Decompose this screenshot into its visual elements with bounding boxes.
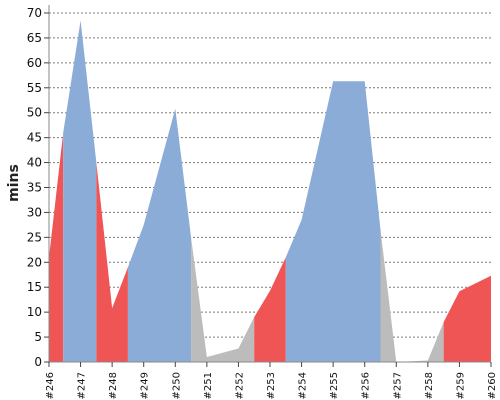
y-tick-label: 50 [27, 106, 42, 120]
y-axis-title: mins [6, 164, 22, 202]
area-segment-blue [63, 20, 97, 362]
y-tick-label: 10 [27, 305, 42, 319]
y-tick-label: 70 [27, 6, 42, 20]
x-tick-label: #246 [45, 372, 56, 399]
area-segments [49, 20, 491, 363]
x-tick-label: #254 [298, 372, 309, 399]
y-tick-label: 35 [27, 181, 42, 195]
x-tick-label: #260 [487, 372, 498, 399]
area-segment-blue [127, 108, 192, 362]
x-tick-label: #255 [329, 372, 340, 399]
area-segment-red [96, 162, 128, 362]
y-axis-ticks: 0 5 10 15 20 25 30 35 40 45 50 55 60 65 70 [27, 6, 49, 369]
x-tick-label: #250 [171, 372, 182, 399]
y-tick-label: 25 [27, 230, 42, 244]
y-tick-label: 65 [27, 31, 42, 45]
x-tick-label: #251 [203, 372, 214, 399]
y-tick-label: 5 [34, 330, 42, 344]
y-tick-label: 60 [27, 56, 42, 70]
x-tick-label: #257 [392, 372, 403, 399]
y-tick-label: 20 [27, 255, 42, 269]
x-tick-label: #252 [234, 372, 245, 399]
y-tick-label: 0 [34, 355, 42, 369]
area-segment-blue [285, 81, 381, 363]
grid-lines [49, 12, 491, 338]
x-tick-label: #258 [424, 372, 435, 399]
area-segment-red [49, 132, 64, 362]
x-tick-label: #259 [455, 372, 466, 399]
area-segment-red [443, 275, 491, 362]
y-tick-label: 30 [27, 205, 42, 219]
area-segment-gray [191, 237, 255, 362]
y-tick-label: 40 [27, 156, 42, 170]
x-axis-ticks: #246 #247 #248 #249 #250 #251 #252 #253 #254 #255… [45, 362, 498, 399]
y-tick-label: 45 [27, 131, 42, 145]
y-tick-label: 15 [27, 280, 42, 294]
x-tick-label: #253 [266, 372, 277, 399]
x-tick-label: #247 [77, 372, 88, 399]
area-segment-red [254, 257, 286, 362]
y-tick-label: 55 [27, 81, 42, 95]
area-segment-gray [380, 229, 444, 362]
x-tick-label: #249 [140, 372, 151, 399]
x-tick-label: #248 [108, 372, 119, 399]
x-tick-label: #256 [361, 372, 372, 399]
